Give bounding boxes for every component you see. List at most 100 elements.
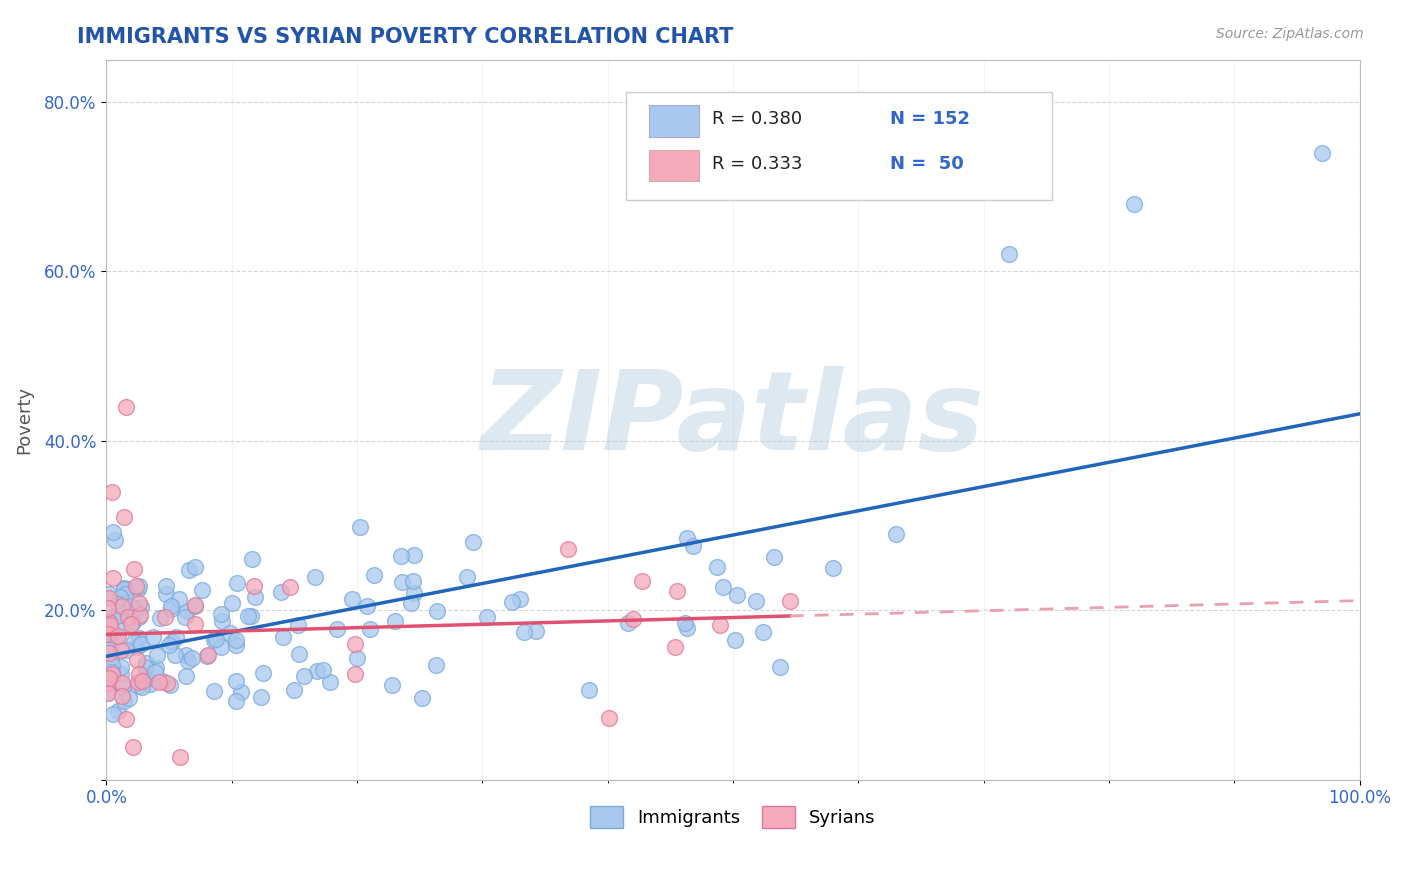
Point xyxy=(823,561,845,575)
Point xyxy=(292,669,315,683)
Point xyxy=(118,691,141,706)
Point xyxy=(134,673,156,688)
Point xyxy=(97,684,120,698)
Point xyxy=(343,637,366,651)
Point xyxy=(402,574,425,588)
Point xyxy=(243,590,266,604)
Point xyxy=(129,607,152,622)
Point xyxy=(145,660,167,674)
Point xyxy=(475,609,498,624)
Y-axis label: Poverty: Poverty xyxy=(15,385,32,454)
Point xyxy=(114,587,136,601)
Point xyxy=(101,665,124,679)
Point xyxy=(1310,145,1333,160)
Point xyxy=(1122,196,1144,211)
Point xyxy=(706,559,728,574)
Point xyxy=(349,520,371,534)
Point xyxy=(402,586,425,600)
Point xyxy=(100,628,122,642)
Point xyxy=(524,624,547,639)
Point xyxy=(157,638,180,652)
Point xyxy=(461,535,484,549)
Legend: Immigrants, Syrians: Immigrants, Syrians xyxy=(583,799,883,836)
Point xyxy=(142,630,165,644)
Point xyxy=(111,680,134,694)
Point xyxy=(211,614,233,628)
Point xyxy=(225,694,247,708)
Point xyxy=(121,599,143,613)
Point xyxy=(97,627,120,641)
Point xyxy=(342,592,364,607)
Point xyxy=(184,560,207,574)
Point xyxy=(456,570,478,584)
Point xyxy=(131,681,153,695)
Point xyxy=(114,712,136,726)
Point xyxy=(202,684,225,698)
Point xyxy=(135,656,157,670)
Point xyxy=(184,599,207,613)
FancyBboxPatch shape xyxy=(627,92,1053,200)
Point xyxy=(326,622,349,636)
Point xyxy=(127,679,149,693)
Point xyxy=(128,579,150,593)
Point xyxy=(197,648,219,662)
Point xyxy=(103,707,125,722)
Point xyxy=(107,628,129,642)
Point xyxy=(578,682,600,697)
Point xyxy=(112,582,135,596)
Point xyxy=(665,583,688,598)
Point xyxy=(209,640,232,655)
Point xyxy=(617,616,640,631)
Point xyxy=(280,580,302,594)
Point xyxy=(159,601,181,615)
Point xyxy=(343,667,366,681)
FancyBboxPatch shape xyxy=(650,150,699,181)
Point xyxy=(138,677,160,691)
Point xyxy=(98,642,121,657)
Point xyxy=(176,604,198,618)
FancyBboxPatch shape xyxy=(650,105,699,136)
Point xyxy=(177,654,200,668)
Point xyxy=(356,599,378,613)
Point xyxy=(127,674,149,689)
Text: R = 0.333: R = 0.333 xyxy=(711,155,801,173)
Point xyxy=(399,596,422,610)
Point xyxy=(709,618,731,632)
Point xyxy=(205,632,228,647)
Point xyxy=(159,678,181,692)
Point xyxy=(209,607,232,622)
Point xyxy=(114,643,136,657)
Point xyxy=(426,604,449,618)
Point xyxy=(402,548,425,562)
Text: ZIPatlas: ZIPatlas xyxy=(481,366,984,473)
Point xyxy=(165,630,187,644)
Point xyxy=(231,685,253,699)
Point xyxy=(115,618,138,632)
Point xyxy=(509,591,531,606)
Point xyxy=(97,615,120,630)
Point xyxy=(134,659,156,673)
Point xyxy=(513,625,536,640)
Point xyxy=(156,676,179,690)
Point xyxy=(163,648,186,663)
Point xyxy=(169,750,191,764)
Point xyxy=(129,600,152,615)
Point xyxy=(97,675,120,690)
Point xyxy=(381,678,404,692)
Point xyxy=(598,711,620,725)
Point xyxy=(181,651,204,665)
Point xyxy=(997,247,1019,261)
Point xyxy=(101,667,124,681)
Point xyxy=(283,683,305,698)
Point xyxy=(179,563,201,577)
Point xyxy=(160,635,183,649)
Point xyxy=(631,574,654,588)
Text: N = 152: N = 152 xyxy=(890,111,970,128)
Point xyxy=(664,640,686,655)
Point xyxy=(97,601,120,615)
Point xyxy=(221,596,243,610)
Point xyxy=(146,648,169,662)
Point xyxy=(125,601,148,615)
Point xyxy=(125,640,148,655)
Point xyxy=(101,611,124,625)
